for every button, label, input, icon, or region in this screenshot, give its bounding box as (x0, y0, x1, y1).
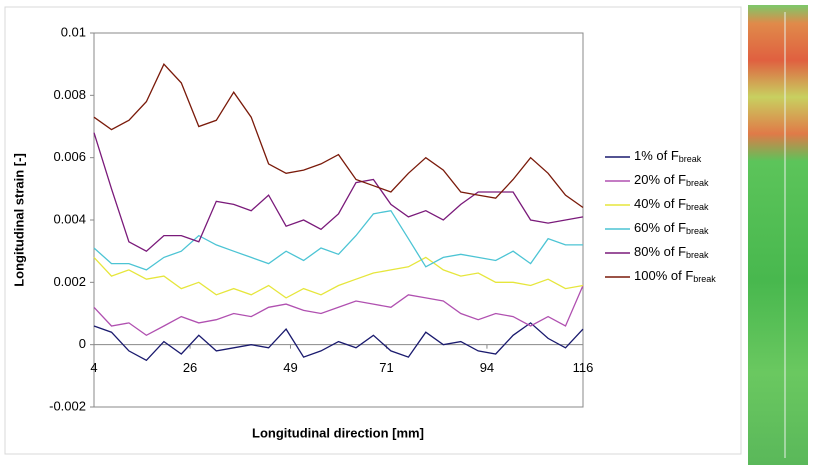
y-tick-label: 0.002 (53, 274, 86, 289)
legend-name: 100% of F (634, 268, 693, 283)
page: Longitudinal strain [-] Longitudinal dir… (0, 0, 816, 469)
legend-name: 40% of F (634, 196, 686, 211)
legend-name: 80% of F (634, 244, 686, 259)
y-tick-label: 0.006 (53, 149, 86, 164)
y-axis-title: Longitudinal strain [-] (11, 153, 26, 287)
x-tick-label: 116 (573, 360, 594, 375)
x-tick-label: 4 (90, 360, 97, 375)
legend-subscript: break (693, 274, 716, 284)
legend-subscript: break (686, 202, 709, 212)
x-tick-label: 49 (283, 360, 297, 375)
x-tick-label: 26 (183, 360, 197, 375)
legend-subscript: break (679, 154, 702, 164)
y-tick-label: 0.008 (53, 87, 86, 102)
legend-name: 20% of F (634, 172, 686, 187)
plot-area (94, 33, 583, 407)
y-tick-label: -0.002 (49, 398, 86, 413)
y-tick-label: 0.004 (53, 211, 86, 226)
y-tick-label: 0.01 (61, 24, 86, 39)
y-tick-label: 0 (79, 336, 86, 351)
legend-subscript: break (686, 226, 709, 236)
legend-name: 1% of F (634, 148, 679, 163)
legend-name: 60% of F (634, 220, 686, 235)
x-tick-label: 94 (480, 360, 494, 375)
strain-map-image (748, 5, 808, 465)
x-axis-title: Longitudinal direction [mm] (252, 425, 424, 440)
x-tick-label: 71 (379, 360, 393, 375)
legend-subscript: break (686, 250, 709, 260)
legend-subscript: break (686, 178, 709, 188)
